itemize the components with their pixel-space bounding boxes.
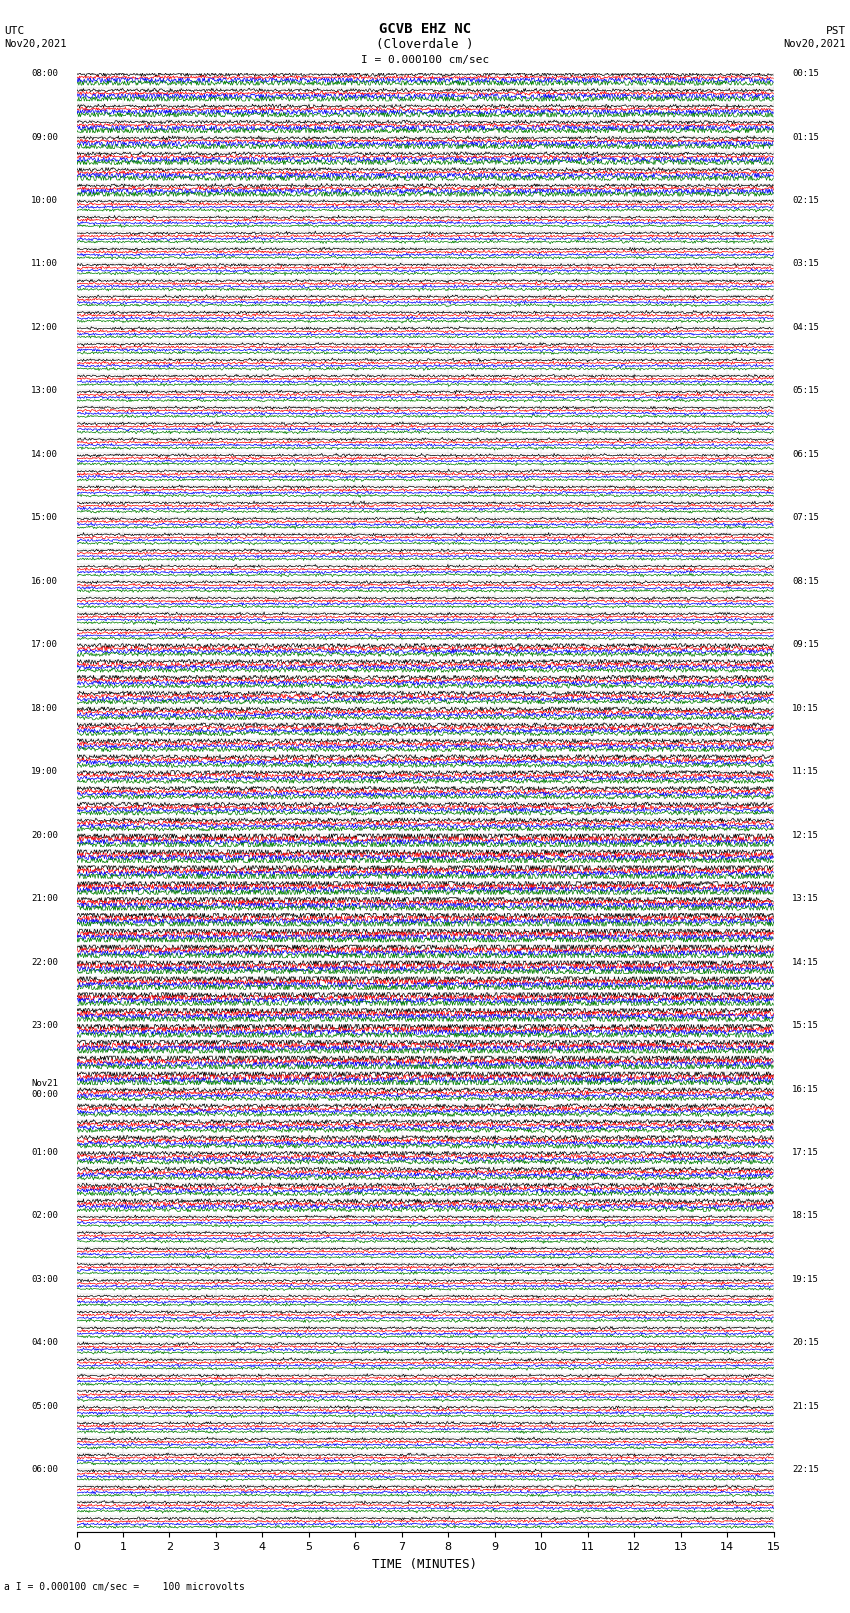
Text: 03:15: 03:15 bbox=[792, 260, 819, 268]
Text: 00:15: 00:15 bbox=[792, 69, 819, 77]
Text: 10:00: 10:00 bbox=[31, 195, 58, 205]
Text: 18:00: 18:00 bbox=[31, 703, 58, 713]
Text: 02:00: 02:00 bbox=[31, 1211, 58, 1221]
Text: 08:15: 08:15 bbox=[792, 577, 819, 586]
Text: Nov20,2021: Nov20,2021 bbox=[4, 39, 67, 50]
Text: 13:00: 13:00 bbox=[31, 387, 58, 395]
Text: 18:15: 18:15 bbox=[792, 1211, 819, 1221]
Text: 08:00: 08:00 bbox=[31, 69, 58, 77]
Text: 11:00: 11:00 bbox=[31, 260, 58, 268]
Text: GCVB EHZ NC: GCVB EHZ NC bbox=[379, 23, 471, 37]
Text: 04:15: 04:15 bbox=[792, 323, 819, 332]
Text: 22:15: 22:15 bbox=[792, 1465, 819, 1474]
Text: PST: PST bbox=[825, 26, 846, 37]
Text: 15:00: 15:00 bbox=[31, 513, 58, 523]
Text: 13:15: 13:15 bbox=[792, 894, 819, 903]
Text: 20:00: 20:00 bbox=[31, 831, 58, 840]
Text: 03:00: 03:00 bbox=[31, 1274, 58, 1284]
Text: 02:15: 02:15 bbox=[792, 195, 819, 205]
Text: 19:15: 19:15 bbox=[792, 1274, 819, 1284]
Text: 01:00: 01:00 bbox=[31, 1148, 58, 1157]
Text: 17:00: 17:00 bbox=[31, 640, 58, 650]
Text: 21:15: 21:15 bbox=[792, 1402, 819, 1411]
Text: 06:15: 06:15 bbox=[792, 450, 819, 458]
Text: 05:00: 05:00 bbox=[31, 1402, 58, 1411]
Text: 12:00: 12:00 bbox=[31, 323, 58, 332]
Text: 04:00: 04:00 bbox=[31, 1339, 58, 1347]
Text: 22:00: 22:00 bbox=[31, 958, 58, 966]
Text: 20:15: 20:15 bbox=[792, 1339, 819, 1347]
Text: 06:00: 06:00 bbox=[31, 1465, 58, 1474]
Text: 12:15: 12:15 bbox=[792, 831, 819, 840]
Text: UTC: UTC bbox=[4, 26, 25, 37]
Text: a I = 0.000100 cm/sec =    100 microvolts: a I = 0.000100 cm/sec = 100 microvolts bbox=[4, 1582, 245, 1592]
X-axis label: TIME (MINUTES): TIME (MINUTES) bbox=[372, 1558, 478, 1571]
Text: 16:15: 16:15 bbox=[792, 1084, 819, 1094]
Text: 05:15: 05:15 bbox=[792, 387, 819, 395]
Text: 14:15: 14:15 bbox=[792, 958, 819, 966]
Text: 07:15: 07:15 bbox=[792, 513, 819, 523]
Text: 17:15: 17:15 bbox=[792, 1148, 819, 1157]
Text: I = 0.000100 cm/sec: I = 0.000100 cm/sec bbox=[361, 55, 489, 65]
Text: 01:15: 01:15 bbox=[792, 132, 819, 142]
Text: 21:00: 21:00 bbox=[31, 894, 58, 903]
Text: 11:15: 11:15 bbox=[792, 768, 819, 776]
Text: 09:00: 09:00 bbox=[31, 132, 58, 142]
Text: 19:00: 19:00 bbox=[31, 768, 58, 776]
Text: 15:15: 15:15 bbox=[792, 1021, 819, 1031]
Text: (Cloverdale ): (Cloverdale ) bbox=[377, 37, 473, 50]
Text: 16:00: 16:00 bbox=[31, 577, 58, 586]
Text: 23:00: 23:00 bbox=[31, 1021, 58, 1031]
Text: 09:15: 09:15 bbox=[792, 640, 819, 650]
Text: 10:15: 10:15 bbox=[792, 703, 819, 713]
Text: Nov21
00:00: Nov21 00:00 bbox=[31, 1079, 58, 1098]
Text: Nov20,2021: Nov20,2021 bbox=[783, 39, 846, 50]
Text: 14:00: 14:00 bbox=[31, 450, 58, 458]
